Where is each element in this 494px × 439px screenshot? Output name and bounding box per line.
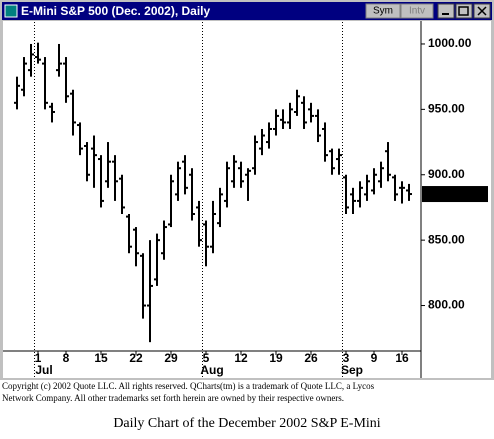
month-label: Jul bbox=[35, 363, 52, 377]
window-title: E-Mini S&P 500 (Dec. 2002), Daily bbox=[21, 4, 211, 18]
y-tick-label: 850.00 bbox=[428, 232, 465, 246]
x-tick-label: 26 bbox=[304, 351, 318, 365]
x-tick-label: 22 bbox=[129, 351, 143, 365]
y-tick-label: 950.00 bbox=[428, 102, 465, 116]
close-icon bbox=[477, 6, 487, 16]
app-icon bbox=[4, 4, 18, 18]
y-tick-label: 800.00 bbox=[428, 298, 465, 312]
last-price-box bbox=[422, 186, 488, 203]
maximize-icon bbox=[458, 6, 469, 16]
intv-label: Intv bbox=[409, 6, 425, 17]
copyright: Network Company. All other trademarks se… bbox=[2, 393, 344, 403]
x-tick-label: 12 bbox=[234, 351, 248, 365]
x-tick-label: 9 bbox=[371, 351, 378, 365]
sym-label: Sym bbox=[373, 6, 393, 17]
x-tick-label: 5 bbox=[203, 351, 210, 365]
y-tick-label: 900.00 bbox=[428, 167, 465, 181]
x-tick-label: 3 bbox=[343, 351, 350, 365]
copyright: Copyright (c) 2002 Quote LLC. All rights… bbox=[2, 381, 375, 391]
x-tick-label: 8 bbox=[63, 351, 70, 365]
caption: Daily Chart of the December 2002 S&P E-M… bbox=[113, 416, 380, 431]
x-tick-label: 1 bbox=[35, 351, 42, 365]
sym-button[interactable] bbox=[365, 3, 401, 19]
last-price-label: 885.25 bbox=[426, 186, 463, 200]
month-label: Aug bbox=[200, 363, 223, 377]
x-tick-label: 15 bbox=[94, 351, 108, 365]
x-tick-label: 16 bbox=[395, 351, 409, 365]
x-tick-label: 29 bbox=[164, 351, 178, 365]
x-tick-label: 19 bbox=[269, 351, 283, 365]
y-tick-label: 1000.00 bbox=[428, 36, 472, 50]
minimize-button[interactable] bbox=[437, 3, 455, 19]
intv-button[interactable] bbox=[400, 3, 434, 19]
month-label: Sep bbox=[341, 363, 363, 377]
